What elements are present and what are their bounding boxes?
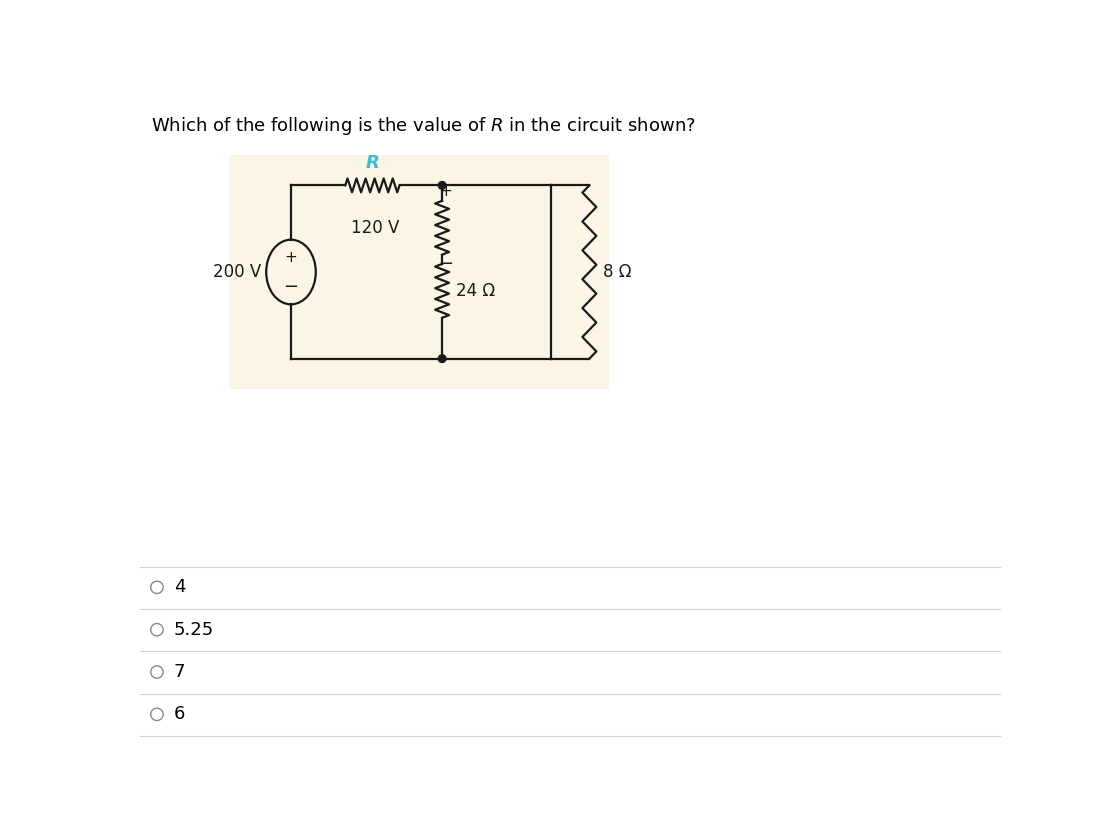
Text: −: − bbox=[439, 255, 453, 273]
Text: 8 Ω: 8 Ω bbox=[603, 263, 632, 281]
Text: 120 V: 120 V bbox=[351, 219, 399, 237]
Text: +: + bbox=[440, 184, 452, 199]
Text: 200 V: 200 V bbox=[214, 263, 262, 281]
Text: 5.25: 5.25 bbox=[173, 621, 214, 638]
Circle shape bbox=[439, 355, 446, 362]
Text: −: − bbox=[283, 278, 299, 295]
Text: +: + bbox=[284, 250, 298, 265]
Text: 4: 4 bbox=[173, 578, 186, 597]
Text: Which of the following is the value of $R$ in the circuit shown?: Which of the following is the value of $… bbox=[151, 115, 695, 138]
Text: R: R bbox=[366, 154, 379, 171]
Circle shape bbox=[439, 181, 446, 190]
Bar bbox=[229, 154, 609, 389]
Text: 7: 7 bbox=[173, 663, 186, 681]
Text: 6: 6 bbox=[173, 706, 186, 723]
Text: 24 Ω: 24 Ω bbox=[457, 282, 496, 300]
